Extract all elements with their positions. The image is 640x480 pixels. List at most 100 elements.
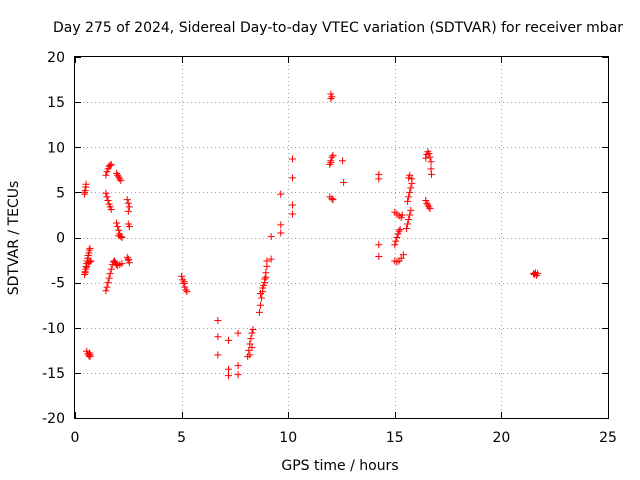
- data-point: [124, 199, 132, 207]
- data-point: [86, 244, 94, 252]
- data-point: [107, 160, 115, 168]
- data-point: [288, 210, 296, 218]
- data-point: [246, 351, 254, 359]
- data-point: [426, 153, 434, 161]
- data-point: [425, 203, 433, 211]
- data-point: [425, 150, 433, 158]
- data-point: [408, 175, 416, 183]
- data-point: [261, 279, 269, 287]
- data-point: [395, 227, 403, 235]
- data-point: [107, 265, 115, 273]
- data-point: [234, 329, 242, 337]
- data-point: [86, 258, 94, 266]
- data-point: [225, 365, 233, 373]
- data-point: [259, 284, 267, 292]
- data-point: [422, 154, 430, 162]
- data-point: [328, 93, 336, 101]
- data-point: [340, 178, 348, 186]
- data-point: [85, 246, 93, 254]
- data-point: [391, 241, 399, 249]
- data-point: [82, 180, 90, 188]
- data-point: [426, 205, 434, 213]
- data-point: [404, 197, 412, 205]
- data-point: [406, 211, 414, 219]
- data-point: [288, 155, 296, 163]
- data-point: [110, 257, 118, 265]
- data-point: [86, 351, 94, 359]
- data-point: [113, 169, 121, 177]
- data-point: [247, 335, 255, 343]
- data-point: [327, 159, 335, 167]
- y-tick-label: -10: [42, 321, 65, 337]
- y-axis-label: SDTVAR / TECUs: [6, 181, 22, 296]
- data-point: [83, 263, 91, 271]
- data-point: [262, 273, 270, 281]
- data-point: [105, 274, 113, 282]
- y-tick-label: 20: [47, 50, 65, 66]
- data-point: [214, 333, 222, 341]
- data-point: [405, 174, 413, 182]
- data-point: [234, 362, 242, 370]
- data-point: [104, 279, 112, 287]
- data-point: [255, 308, 263, 316]
- data-point: [114, 223, 122, 231]
- data-point: [102, 287, 110, 295]
- data-point: [397, 254, 405, 262]
- data-point: [125, 223, 133, 231]
- data-point: [398, 211, 406, 219]
- y-tick-label: -5: [51, 276, 65, 292]
- data-point: [103, 193, 111, 201]
- data-point: [288, 174, 296, 182]
- data-point: [288, 201, 296, 209]
- data-point: [118, 260, 126, 268]
- data-point: [256, 289, 264, 297]
- data-point: [102, 171, 110, 179]
- ticks: [75, 57, 609, 419]
- data-point: [106, 270, 114, 278]
- tick-labels: 0 5 10 15 20 25 -20 -15 -10 -5 0 5 10 15 20: [42, 50, 617, 446]
- data-point: [248, 329, 256, 337]
- data-point: [427, 158, 435, 166]
- data-point: [399, 251, 407, 259]
- data-point: [114, 171, 122, 179]
- data-point: [248, 344, 256, 352]
- data-point: [375, 175, 383, 183]
- data-point: [180, 278, 188, 286]
- data-point: [214, 351, 222, 359]
- data-point: [85, 349, 93, 357]
- data-point: [104, 196, 112, 204]
- data-point: [424, 201, 432, 209]
- data-point: [339, 157, 347, 165]
- data-point: [277, 229, 285, 237]
- data-point: [124, 255, 132, 263]
- data-point: [123, 196, 131, 204]
- y-tick-label: 5: [56, 185, 65, 201]
- data-point: [393, 234, 401, 241]
- data-point: [329, 196, 337, 204]
- data-point: [407, 206, 415, 214]
- plot-frame: [74, 56, 609, 419]
- data-point: [533, 271, 541, 279]
- x-axis-label: GPS time / hours: [281, 458, 398, 474]
- data-point: [423, 199, 431, 207]
- data-point: [405, 193, 413, 201]
- data-point: [267, 255, 275, 263]
- data-point: [116, 175, 124, 183]
- data-point: [178, 272, 186, 280]
- data-point: [115, 173, 123, 181]
- data-point: [249, 326, 257, 334]
- x-tick-label: 15: [386, 430, 404, 446]
- data-point: [392, 237, 400, 245]
- data-point: [225, 336, 233, 344]
- data-point: [106, 161, 114, 169]
- x-tick-label: 5: [177, 430, 186, 446]
- data-point: [81, 188, 89, 196]
- x-tick-label: 25: [599, 430, 617, 446]
- data-point: [277, 190, 285, 198]
- data-point: [267, 233, 275, 241]
- data-point: [125, 259, 133, 267]
- y-tick-label: 0: [56, 231, 65, 247]
- data-point: [534, 270, 542, 278]
- data-point: [103, 283, 111, 291]
